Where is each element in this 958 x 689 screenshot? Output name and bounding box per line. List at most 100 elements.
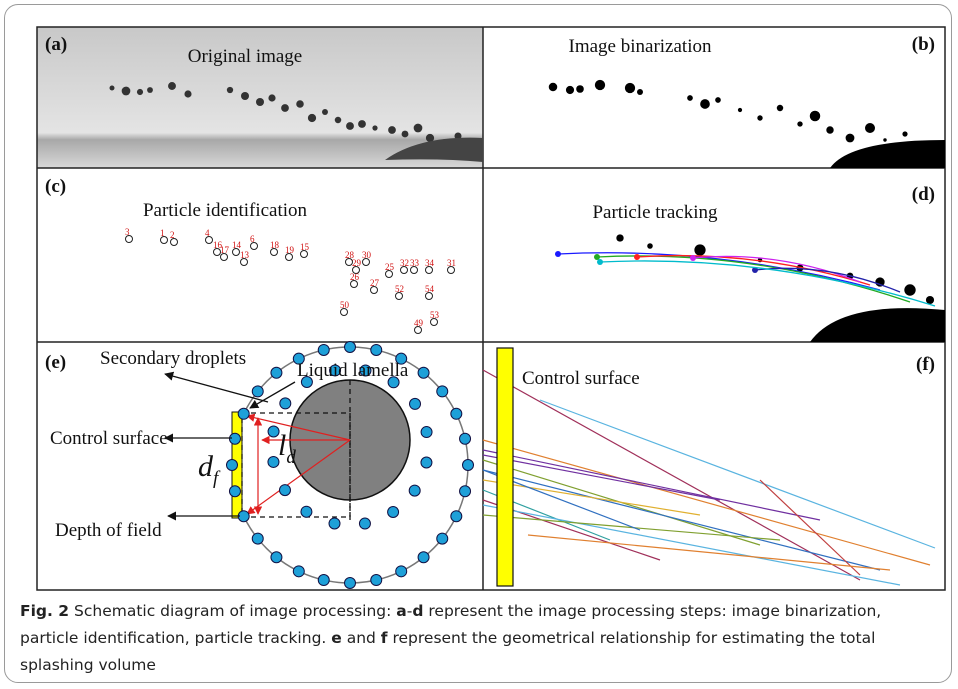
droplet (279, 485, 290, 496)
droplet (229, 486, 240, 497)
droplet (396, 566, 407, 577)
caption-bold: d (412, 602, 423, 620)
droplet (421, 427, 432, 438)
droplet (451, 408, 462, 419)
blob (549, 83, 558, 92)
blob (826, 126, 833, 133)
diagram-label: Secondary droplets (100, 348, 246, 369)
blob (797, 121, 802, 126)
particle-id: 19 (285, 245, 295, 255)
particle-id: 32 (400, 258, 409, 268)
page: 3124161714613181915282930323334312526275… (0, 0, 958, 689)
droplet (271, 367, 282, 378)
trajectory (483, 505, 900, 585)
droplet (318, 344, 329, 355)
particle-id: 2 (170, 230, 175, 240)
droplet (280, 398, 291, 409)
blob (777, 105, 783, 111)
control-surface (497, 348, 513, 586)
droplet (122, 87, 131, 96)
droplet (296, 100, 304, 108)
caption-bold: a (396, 602, 406, 620)
droplet (238, 408, 249, 419)
particle-id: 18 (270, 240, 280, 250)
panel-title: Particle tracking (592, 202, 718, 223)
splash (830, 140, 945, 168)
track (600, 261, 935, 306)
track (558, 253, 880, 290)
particle-id: 15 (300, 242, 310, 252)
droplet (371, 344, 382, 355)
particle-id: 4 (205, 228, 210, 238)
particle-id: 3 (125, 227, 130, 237)
panel-label: (a) (45, 34, 67, 55)
track-start (594, 254, 600, 260)
blob (883, 138, 886, 141)
droplet (227, 87, 233, 93)
caption-bold: e (331, 629, 342, 647)
blob (715, 97, 721, 103)
panel-title: Particle identification (143, 200, 308, 221)
trajectory (483, 515, 780, 540)
droplet (437, 533, 448, 544)
blob (810, 111, 820, 121)
droplet (241, 92, 249, 100)
droplet (345, 578, 356, 589)
blob (687, 95, 693, 101)
blob (846, 134, 855, 143)
caption-text: Schematic diagram of image processing: (69, 602, 396, 620)
droplet (184, 90, 191, 97)
droplet (227, 460, 238, 471)
droplet (318, 575, 329, 586)
droplet (410, 398, 421, 409)
caption: Fig. 2 Schematic diagram of image proces… (20, 598, 942, 679)
droplet (371, 575, 382, 586)
blob (694, 244, 705, 255)
caption-text: and (342, 629, 381, 647)
droplet (421, 457, 432, 468)
droplet (409, 485, 420, 496)
track-start (597, 259, 603, 265)
panel-title: Control surface (522, 368, 640, 389)
panel-title: Original image (188, 46, 303, 67)
particle-id: 6 (250, 234, 255, 244)
droplet (345, 342, 356, 353)
particle-id: 14 (232, 240, 242, 250)
math-label: df (198, 450, 221, 489)
particle-id: 25 (385, 262, 395, 272)
panel-label: (e) (45, 352, 66, 373)
trajectory (483, 480, 700, 515)
diagram-label: Control surface (50, 428, 168, 449)
droplet (329, 518, 340, 529)
droplet (418, 552, 429, 563)
panel-label: (b) (912, 34, 935, 55)
droplet (268, 94, 275, 101)
droplet (252, 533, 263, 544)
particle-id: 13 (240, 250, 250, 260)
blob (904, 284, 915, 295)
droplet (109, 85, 114, 90)
trajectory (483, 455, 720, 500)
droplet (359, 518, 370, 529)
blob (902, 131, 907, 136)
blob (865, 123, 875, 133)
droplet (460, 486, 471, 497)
particle-id: 27 (370, 278, 380, 288)
droplet (388, 507, 399, 518)
blob (757, 115, 762, 120)
droplet (372, 125, 377, 130)
droplet (460, 433, 471, 444)
droplet (229, 433, 240, 444)
splash (810, 308, 945, 342)
diagram-label: Depth of field (55, 520, 162, 541)
droplet (256, 98, 264, 106)
droplet (451, 511, 462, 522)
track-start (555, 251, 561, 257)
particle-id: 33 (410, 258, 420, 268)
particle-id: 31 (447, 258, 456, 268)
blob (647, 243, 653, 249)
droplet (293, 566, 304, 577)
droplet (388, 126, 396, 134)
droplet (414, 124, 423, 133)
droplet (418, 367, 429, 378)
